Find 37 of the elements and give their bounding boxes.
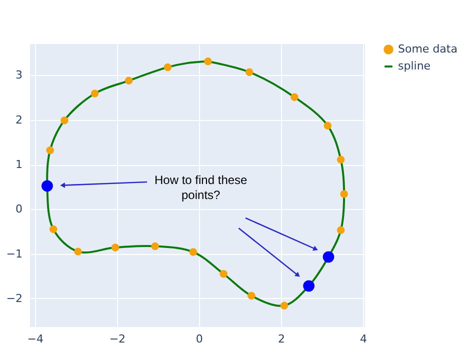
x-tick-label: −2 [109,332,126,346]
point [245,68,254,76]
point [46,146,54,154]
y-tick-label: −1 [6,247,22,260]
point [90,90,99,98]
point [189,248,198,256]
point [290,93,298,101]
y-tick-label: 2 [16,113,22,126]
legend-label: Some data [398,42,458,56]
x-tick-label: 0 [196,332,203,346]
y-tick-label: 0 [16,202,22,216]
point [336,226,345,234]
y-tick-label: −2 [6,292,22,305]
point [204,58,212,66]
point [50,225,58,234]
point [74,248,82,256]
point [248,292,256,300]
point [324,122,332,130]
point [340,190,348,198]
point [220,270,228,278]
y-tick-label: 3 [16,68,22,82]
point [151,242,159,250]
y-tick-label: 1 [16,158,22,172]
x-tick-label: −4 [27,332,44,346]
legend-label: spline [398,60,431,72]
point [164,63,172,72]
annotation: How to find these points? [154,172,248,202]
point [336,156,345,164]
point [124,76,133,84]
point [322,251,334,263]
point [60,116,68,124]
point [42,180,53,192]
x-tick-label: 4 [360,332,367,346]
point [303,280,315,292]
point [280,302,288,310]
x-tick-label: 2 [278,332,285,346]
point [111,244,120,252]
